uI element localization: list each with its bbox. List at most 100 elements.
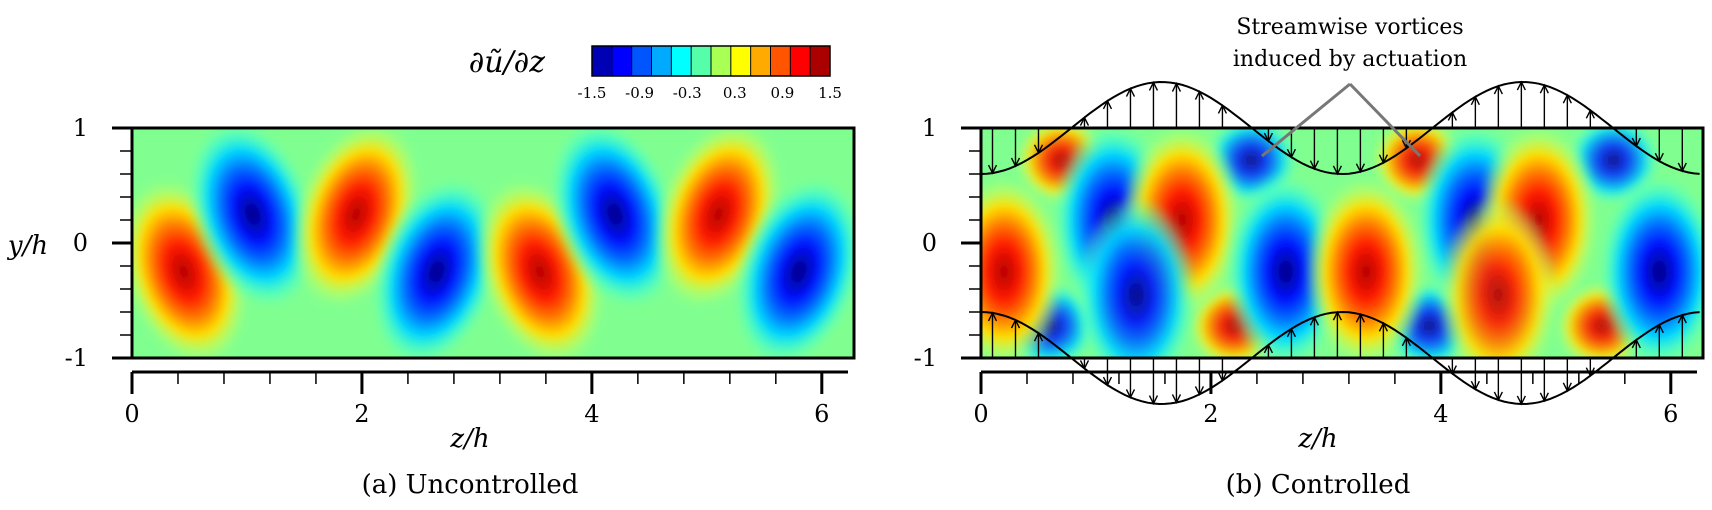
annotation: Streamwise vortices induced by actuation — [1233, 15, 1467, 158]
x-tick-label: 0 — [973, 400, 988, 428]
y-tick-label: 0 — [73, 229, 88, 257]
colorbar-frame — [591, 45, 831, 77]
colorbar-tick-label: 1.5 — [818, 84, 842, 102]
colorbar-swatch — [770, 46, 791, 76]
actuation-arrowhead — [1125, 389, 1136, 399]
x-tick-label: 6 — [1663, 400, 1678, 428]
colorbar-swatch — [711, 46, 732, 76]
actuation-arrowhead — [1309, 160, 1320, 171]
actuation-arrowhead — [987, 311, 998, 322]
colorbar-tick-label: -0.9 — [625, 84, 654, 102]
actuation-arrowhead — [1355, 163, 1366, 174]
negative-vortex-blob — [1597, 171, 1703, 358]
actuation-arrowhead — [1654, 152, 1664, 163]
colorbar-swatches — [591, 45, 831, 77]
annotation-pointer-left — [1261, 82, 1351, 158]
actuation-curve-top — [980, 80, 1700, 176]
actuation-arrowhead — [1493, 391, 1503, 402]
actuation-arrowhead — [1148, 80, 1159, 91]
colorbar-swatch — [651, 46, 672, 76]
y-tick-label: 1 — [73, 114, 88, 142]
colorbar-swatch — [671, 46, 692, 76]
axes-b: 1 0 -1 0 2 4 6 — [914, 114, 1697, 428]
panel-uncontrolled: 1 0 -1 0 2 4 6 z/h y/h (a) Uncontrolled — [7, 114, 856, 500]
x-tick-label: 4 — [584, 400, 599, 428]
contour-field-b — [981, 128, 1703, 358]
actuation-arrowhead — [1171, 81, 1182, 92]
actuation-arrowhead — [1309, 315, 1320, 326]
colorbar: ∂ũ/∂z -1.5 -0.9 -0.3 0.3 0.9 1.5 — [469, 45, 842, 102]
caption-a: (a) Uncontrolled — [362, 470, 579, 500]
actuation-arrowhead — [1355, 312, 1366, 323]
actuation-arrowhead — [1654, 323, 1664, 334]
actuation-arrowhead — [1470, 95, 1480, 106]
actuation-arrowhead — [1585, 108, 1595, 119]
colorbar-swatch — [810, 46, 831, 76]
actuation-arrowhead — [1263, 132, 1274, 143]
actuation-arrowhead — [1401, 336, 1412, 347]
actuation-arrowhead — [1033, 331, 1044, 342]
actuation-arrowhead — [1010, 318, 1021, 329]
y-tick-label: 1 — [922, 114, 937, 142]
x-tick-label: 6 — [814, 400, 829, 428]
actuation-arrowhead — [1010, 157, 1021, 168]
colorbar-swatch — [631, 46, 652, 76]
colorbar-swatch — [730, 46, 751, 76]
actuation-arrowhead — [987, 164, 998, 175]
colorbar-swatch — [611, 46, 632, 76]
actuation-arrowhead — [1562, 382, 1572, 393]
actuation-arrowhead — [1562, 93, 1572, 104]
contour-field-a — [132, 128, 854, 358]
actuation-arrowhead — [1102, 99, 1113, 110]
x-tick-label: 0 — [124, 400, 139, 428]
actuation-arrowhead — [1079, 360, 1090, 371]
axes-a: 1 0 -1 0 2 4 6 — [65, 114, 848, 428]
actuation-arrowhead — [1217, 372, 1228, 383]
negative-vortex-blob — [548, 128, 682, 312]
actuation-arrowhead — [1286, 148, 1297, 159]
y-tick-label: -1 — [914, 344, 937, 372]
x-tick-label: 4 — [1433, 400, 1448, 428]
actuation-arrowhead — [1378, 154, 1389, 165]
annotation-pointer-right — [1348, 82, 1422, 158]
positive-vortex-blob — [1304, 171, 1429, 358]
actuation-arrowhead — [1585, 367, 1595, 378]
actuation-arrowhead — [1102, 376, 1113, 387]
annotation-line1: Streamwise vortices — [1236, 15, 1463, 40]
actuation-arrowhead — [1677, 313, 1687, 324]
actuation-arrowhead — [1332, 165, 1343, 176]
actuation-arrowhead — [1631, 137, 1641, 148]
negative-vortex-blob — [732, 174, 854, 358]
actuation-arrowhead — [1493, 84, 1503, 95]
panel-controlled: 1 0 -1 0 2 4 6 z/h (b) Controlled Streamwise v… — [914, 15, 1705, 500]
actuation-arrowhead — [1033, 144, 1044, 155]
actuation-arrowhead — [1447, 365, 1457, 376]
xlabel-b: z/h — [1297, 424, 1337, 454]
y-tick-label: 0 — [922, 229, 937, 257]
negative-vortex-blob — [370, 174, 504, 358]
actuation-arrowhead — [1217, 103, 1228, 114]
actuation-arrowhead — [1194, 90, 1205, 100]
x-tick-label: 2 — [1203, 400, 1218, 428]
negative-vortex-blob — [1074, 194, 1199, 358]
colorbar-tick-label: -1.5 — [578, 84, 607, 102]
actuation-arrowhead — [1079, 115, 1090, 126]
actuation-arrowhead — [1286, 327, 1297, 338]
colorbar-swatch — [790, 46, 811, 76]
actuation-arrowhead — [1539, 392, 1549, 403]
actuation-arrowhead — [1631, 338, 1641, 349]
actuation-arrowhead — [1677, 162, 1687, 173]
actuation-arrowhead — [1148, 395, 1159, 406]
actuation-arrowhead — [1447, 110, 1457, 121]
actuation-curve-bottom — [980, 310, 1700, 406]
actuation-arrowhead — [1516, 395, 1526, 406]
colorbar-swatch — [750, 46, 771, 76]
actuation-arrowhead — [1516, 80, 1526, 91]
colorbar-tick-label: -0.3 — [673, 84, 702, 102]
actuation-arrowhead — [1378, 321, 1389, 332]
colorbar-label: ∂ũ/∂z — [469, 45, 545, 80]
actuation-arrowhead — [1125, 87, 1136, 97]
actuation-arrowhead — [1539, 83, 1549, 94]
actuation-arrowhead — [1263, 343, 1274, 354]
